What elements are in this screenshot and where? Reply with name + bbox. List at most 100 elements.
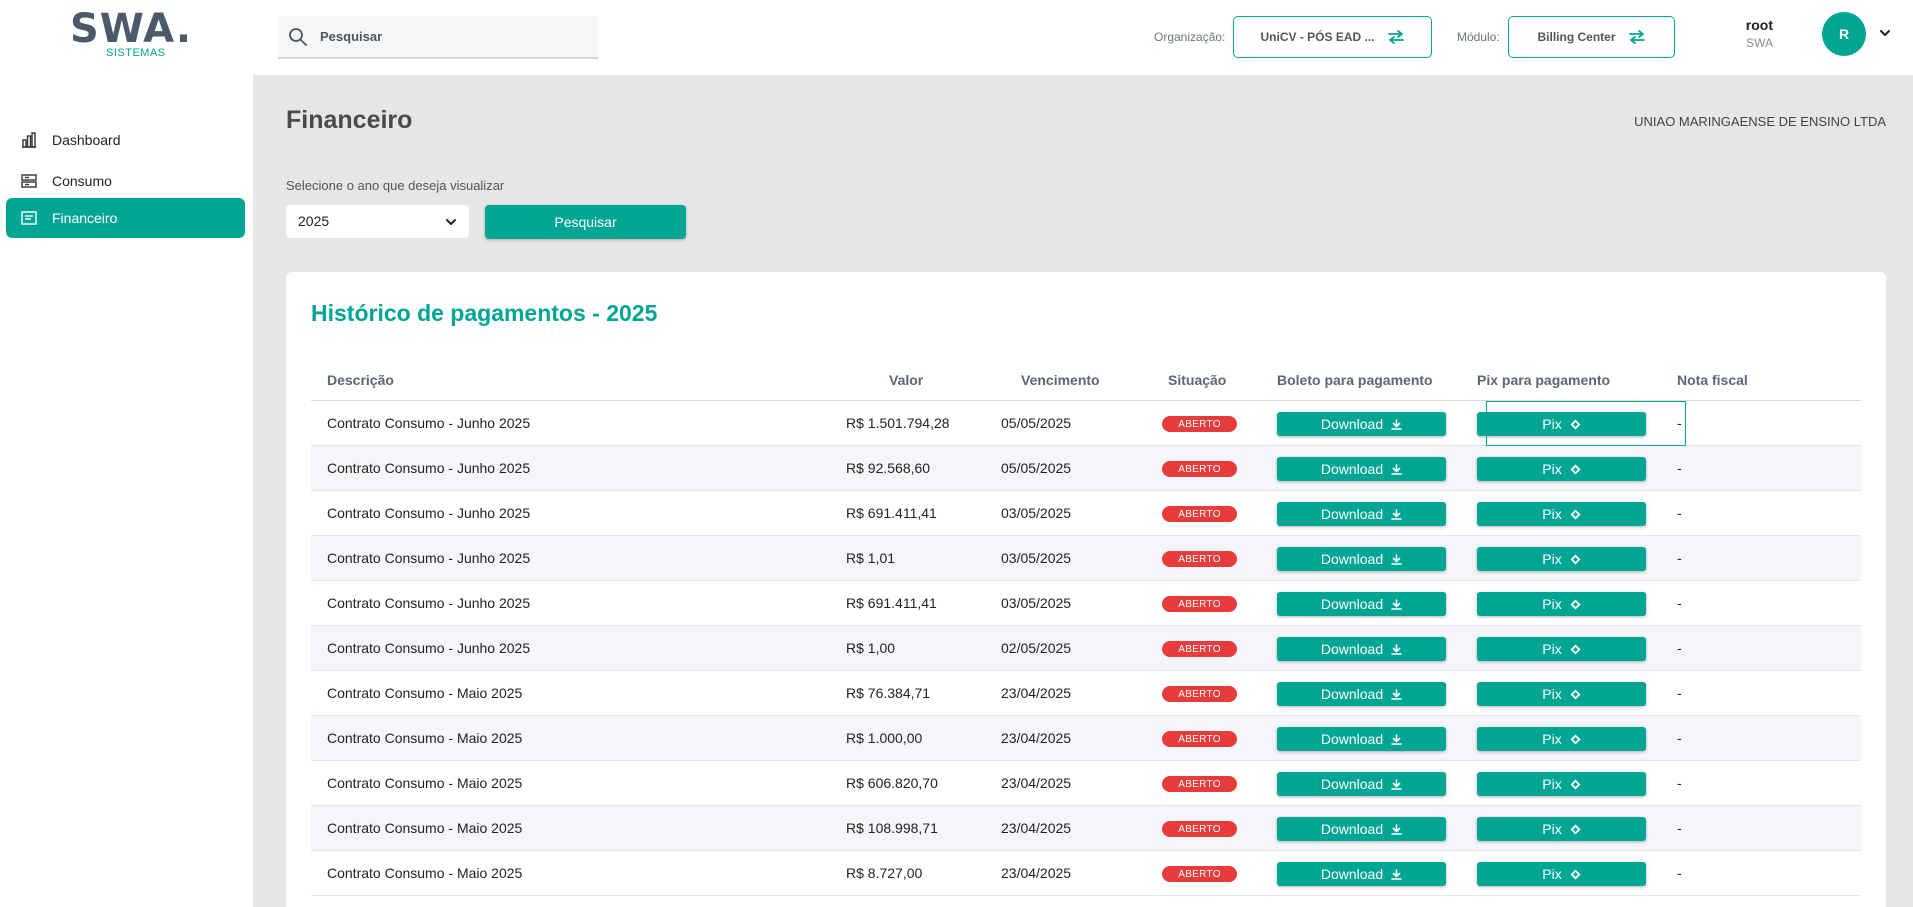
pix-button[interactable]: Pix xyxy=(1477,592,1646,616)
table-row: Contrato Consumo - Junho 2025 R$ 1.501.79… xyxy=(311,401,1861,446)
status-badge: ABERTO xyxy=(1162,506,1237,522)
sidebar-item-consumo[interactable]: Consumo xyxy=(6,161,245,201)
row-valor: R$ 92.568,60 xyxy=(846,460,931,476)
download-boleto-button[interactable]: Download xyxy=(1277,772,1446,796)
row-valor: R$ 1,01 xyxy=(846,550,896,566)
logo-subtitle: SISTEMAS xyxy=(106,47,166,59)
user-name: root xyxy=(1745,17,1773,33)
row-descricao: Contrato Consumo - Junho 2025 xyxy=(327,460,531,476)
organization-name: UniCV - PÓS EAD ... xyxy=(1260,30,1375,44)
search-box xyxy=(278,16,598,59)
pix-icon xyxy=(1570,689,1581,699)
pix-button[interactable]: Pix xyxy=(1477,412,1646,436)
organization-switch-button[interactable]: UniCV - PÓS EAD ... xyxy=(1233,16,1432,58)
pix-button-label: Pix xyxy=(1542,596,1562,612)
download-boleto-button[interactable]: Download xyxy=(1277,592,1446,616)
avatar[interactable]: R xyxy=(1822,12,1866,56)
download-boleto-button[interactable]: Download xyxy=(1277,547,1446,571)
download-button-label: Download xyxy=(1320,551,1384,567)
row-valor: R$ 1,00 xyxy=(846,640,896,656)
pix-button[interactable]: Pix xyxy=(1477,772,1646,796)
search-input[interactable] xyxy=(320,24,580,48)
pix-button[interactable]: Pix xyxy=(1477,547,1646,571)
pix-button-label: Pix xyxy=(1542,641,1562,657)
module-switch-button[interactable]: Billing Center xyxy=(1508,16,1675,58)
download-icon xyxy=(1391,643,1402,655)
download-icon xyxy=(1391,688,1402,700)
table-row: Contrato Consumo - Maio 2025 R$ 1.000,00 2… xyxy=(311,716,1861,761)
row-vencimento: 05/05/2025 xyxy=(1001,415,1072,431)
download-boleto-button[interactable]: Download xyxy=(1277,727,1446,751)
search-button[interactable]: Pesquisar xyxy=(485,205,686,239)
download-boleto-button[interactable]: Download xyxy=(1277,817,1446,841)
pix-button[interactable]: Pix xyxy=(1477,862,1646,886)
bar-chart-icon xyxy=(22,132,36,148)
download-icon xyxy=(1391,778,1402,790)
swap-arrows-icon xyxy=(1628,30,1645,44)
download-boleto-button[interactable]: Download xyxy=(1277,637,1446,661)
top-header: SWA. SISTEMAS Organização: UniCV - PÓS E… xyxy=(0,0,1913,75)
download-boleto-button[interactable]: Download xyxy=(1277,682,1446,706)
pix-button[interactable]: Pix xyxy=(1477,457,1646,481)
status-badge: ABERTO xyxy=(1162,596,1237,612)
status-badge: ABERTO xyxy=(1162,551,1237,567)
row-descricao: Contrato Consumo - Junho 2025 xyxy=(327,595,531,611)
table-row: Contrato Consumo - Junho 2025 R$ 92.568,6… xyxy=(311,446,1861,491)
download-button-label: Download xyxy=(1320,686,1384,702)
company-name: UNIAO MARINGAENSE DE ENSINO LTDA xyxy=(1634,114,1886,129)
row-valor: R$ 606.820,70 xyxy=(846,775,938,791)
row-nota-fiscal: - xyxy=(1677,820,1682,836)
row-valor: R$ 691.411,41 xyxy=(846,595,937,611)
pix-button[interactable]: Pix xyxy=(1477,727,1646,751)
row-nota-fiscal: - xyxy=(1677,595,1682,611)
pix-icon xyxy=(1570,599,1581,609)
pix-icon xyxy=(1570,734,1581,744)
row-vencimento: 02/05/2025 xyxy=(1001,640,1072,656)
year-select-value: 2025 xyxy=(298,213,330,229)
table-row: Contrato Consumo - Maio 2025 R$ 108.998,7… xyxy=(311,806,1861,851)
chevron-down-icon[interactable] xyxy=(1878,26,1892,40)
year-select-label: Selecione o ano que deseja visualizar xyxy=(286,178,505,193)
pix-button[interactable]: Pix xyxy=(1477,682,1646,706)
pix-icon xyxy=(1570,779,1581,789)
row-nota-fiscal: - xyxy=(1677,505,1682,521)
download-boleto-button[interactable]: Download xyxy=(1277,412,1446,436)
column-header-boleto: Boleto para pagamento xyxy=(1277,372,1433,388)
sidebar-item-dashboard[interactable]: Dashboard xyxy=(6,120,245,160)
status-badge: ABERTO xyxy=(1162,776,1237,792)
organization-label: Organização: xyxy=(1154,30,1226,44)
pix-button[interactable]: Pix xyxy=(1477,502,1646,526)
row-nota-fiscal: - xyxy=(1677,460,1682,476)
user-organization: SWA xyxy=(1746,36,1773,50)
table-row: Contrato Consumo - Maio 2025 R$ 76.384,71… xyxy=(311,671,1861,716)
row-valor: R$ 76.384,71 xyxy=(846,685,931,701)
row-valor: R$ 108.998,71 xyxy=(846,820,938,836)
pix-button-label: Pix xyxy=(1542,866,1562,882)
row-vencimento: 23/04/2025 xyxy=(1001,775,1072,791)
status-badge: ABERTO xyxy=(1162,641,1237,657)
row-descricao: Contrato Consumo - Junho 2025 xyxy=(327,550,531,566)
table-row: Contrato Consumo - Maio 2025 R$ 8.727,00 2… xyxy=(311,851,1861,896)
row-nota-fiscal: - xyxy=(1677,550,1682,566)
sidebar-item-financeiro[interactable]: Financeiro xyxy=(6,198,245,238)
pix-icon xyxy=(1570,419,1581,429)
download-boleto-button[interactable]: Download xyxy=(1277,862,1446,886)
pix-button-label: Pix xyxy=(1542,731,1562,747)
column-header-pix: Pix para pagamento xyxy=(1477,372,1611,388)
table-row: Contrato Consumo - Junho 2025 R$ 691.411,… xyxy=(311,491,1861,536)
row-vencimento: 03/05/2025 xyxy=(1001,505,1072,521)
table-header: Descrição Valor Vencimento Situação Bole… xyxy=(311,360,1861,401)
swa-logo[interactable]: SWA. SISTEMAS xyxy=(70,6,191,60)
download-boleto-button[interactable]: Download xyxy=(1277,502,1446,526)
pix-button-label: Pix xyxy=(1542,461,1562,477)
download-icon xyxy=(1391,508,1402,520)
row-vencimento: 03/05/2025 xyxy=(1001,595,1072,611)
download-icon xyxy=(1391,598,1402,610)
chevron-down-icon xyxy=(446,219,456,225)
pix-button[interactable]: Pix xyxy=(1477,637,1646,661)
year-select[interactable]: 2025 xyxy=(286,205,469,238)
row-vencimento: 03/05/2025 xyxy=(1001,550,1072,566)
download-boleto-button[interactable]: Download xyxy=(1277,457,1446,481)
pix-button[interactable]: Pix xyxy=(1477,817,1646,841)
sidebar-item-label: Financeiro xyxy=(52,210,118,226)
